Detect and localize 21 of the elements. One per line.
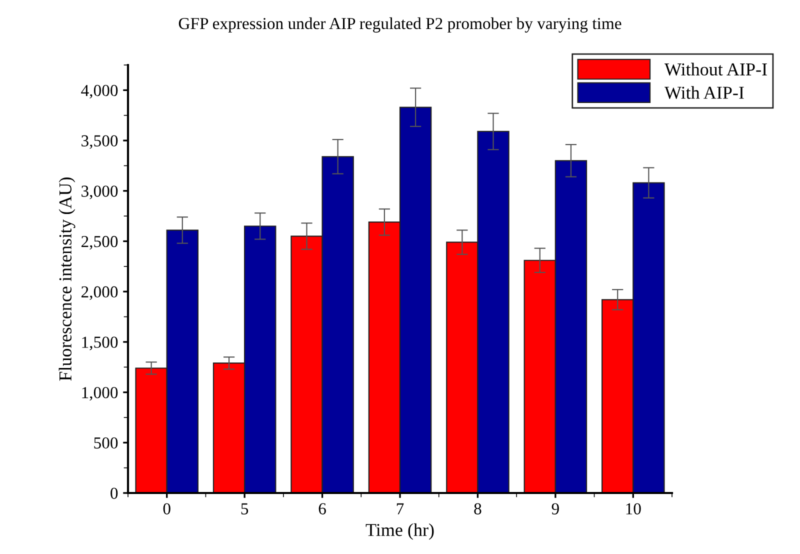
x-tick-label: 7 <box>396 503 404 514</box>
y-tick-label: 3,500 <box>82 135 118 149</box>
y-tick-label: 1,000 <box>82 386 118 401</box>
y-tick-label: 2,500 <box>82 236 118 250</box>
y-tick-label: 4,000 <box>81 84 118 99</box>
y-tick-label: 0 <box>110 488 118 499</box>
x-tick-label: 9 <box>552 503 559 514</box>
chart-title: GFP expression under AIP regulated P2 promober by varying time <box>178 17 622 33</box>
legend-label: Without AIP-I <box>664 62 767 76</box>
legend-label: With AIP-I <box>664 86 744 99</box>
x-tick-label: 10 <box>626 503 641 514</box>
x-tick-label: 6 <box>318 503 326 514</box>
x-tick-label: 5 <box>241 503 248 514</box>
y-tick-label: 2,000 <box>82 286 118 300</box>
y-tick-label: 500 <box>94 437 118 449</box>
x-tick-label: 0 <box>163 503 170 514</box>
x-tick-label: 8 <box>474 503 482 514</box>
y-tick-label: 1,500 <box>82 336 118 350</box>
y-axis-title: Fluorescence intensity (AU) <box>58 178 76 381</box>
y-tick-label: 3,000 <box>82 186 118 200</box>
x-axis-title: Time (hr) <box>366 523 434 540</box>
